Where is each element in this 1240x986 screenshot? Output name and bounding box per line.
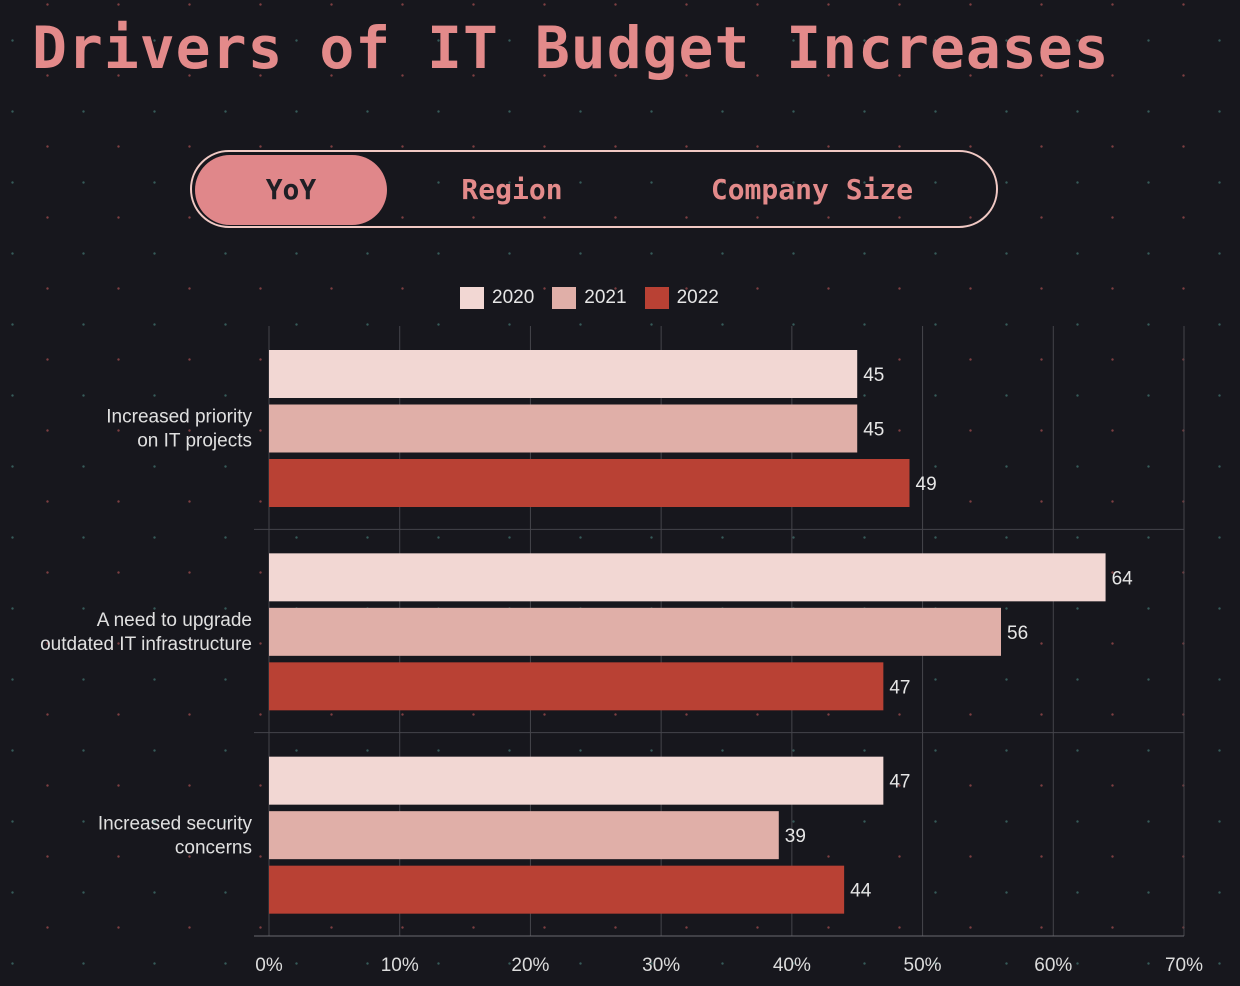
- legend-swatch-2022: [644, 287, 669, 309]
- category-label: Increased priority: [106, 407, 252, 428]
- legend-item-2021[interactable]: 2021: [552, 287, 627, 309]
- view-tab-group: YoY Region Company Size: [190, 150, 998, 228]
- legend-label-2021: 2021: [584, 287, 627, 308]
- bar: [269, 811, 779, 860]
- x-tick-label: 70%: [1165, 955, 1203, 976]
- category-label: concerns: [175, 837, 252, 858]
- page-title: Drivers of IT Budget Increases: [32, 14, 1110, 82]
- data-label: 45: [863, 420, 884, 441]
- data-label: 39: [785, 826, 806, 847]
- bar: [269, 404, 858, 453]
- bar: [269, 607, 1001, 656]
- bar: [269, 350, 858, 398]
- data-label: 49: [916, 474, 937, 495]
- bar: [269, 553, 1106, 602]
- bar: [269, 662, 884, 711]
- bar: [269, 459, 910, 507]
- x-tick-label: 40%: [773, 955, 811, 976]
- tab-region[interactable]: Region: [461, 173, 563, 206]
- legend-item-2020[interactable]: 2020: [460, 287, 534, 309]
- data-label: 47: [889, 772, 910, 793]
- data-label: 45: [863, 365, 884, 386]
- legend-swatch-2020: [460, 287, 484, 309]
- x-tick-label: 50%: [904, 955, 942, 976]
- x-tick-label: 20%: [511, 955, 549, 976]
- data-label: 44: [850, 881, 872, 902]
- data-label: 64: [1112, 568, 1134, 589]
- bar: [269, 756, 884, 805]
- bar: [269, 865, 845, 914]
- x-tick-label: 10%: [381, 955, 419, 976]
- data-label: 56: [1007, 623, 1028, 644]
- legend-swatch-2021: [552, 287, 577, 309]
- tab-company-size[interactable]: Company Size: [710, 173, 914, 206]
- legend-item-2022[interactable]: 2022: [644, 287, 719, 309]
- category-label: outdated IT infrastructure: [40, 634, 252, 655]
- legend-label-2020: 2020: [492, 287, 535, 308]
- category-label: A need to upgrade: [97, 610, 252, 631]
- category-label: Increased security: [98, 813, 253, 834]
- chart-legend: 2020 2021 2022: [460, 284, 719, 312]
- x-tick-label: 0%: [255, 955, 283, 976]
- data-label: 47: [889, 677, 910, 698]
- category-label: on IT projects: [137, 431, 252, 452]
- legend-label-2022: 2022: [676, 287, 719, 308]
- x-tick-label: 60%: [1034, 955, 1072, 976]
- x-tick-label: 30%: [642, 955, 680, 976]
- tab-yoy[interactable]: YoY: [195, 155, 387, 225]
